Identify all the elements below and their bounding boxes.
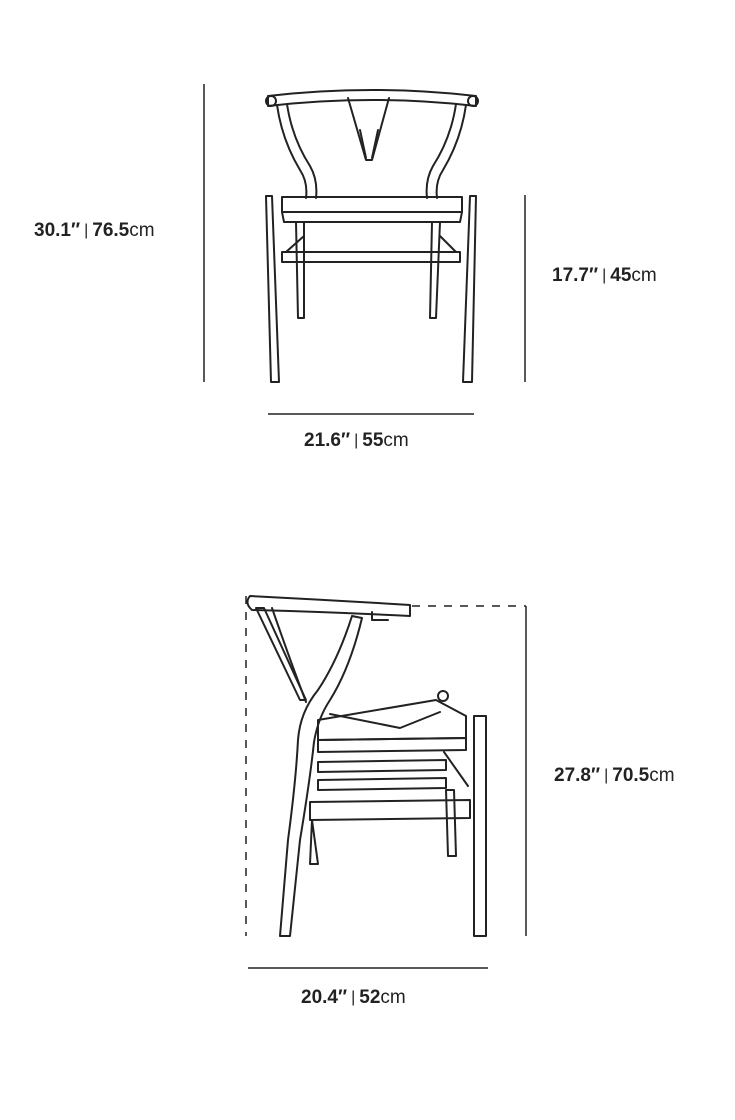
front-seat (282, 197, 462, 212)
side-front-leg (474, 716, 486, 936)
side-dimension-lines (246, 596, 526, 968)
side-depth-label: 20.4″ | 52cm (301, 987, 406, 1008)
side-back-post (280, 616, 362, 936)
front-leg-left (266, 196, 279, 382)
side-arm-height-label: 27.8″ | 70.5cm (554, 765, 675, 786)
front-leg-right (463, 196, 476, 382)
front-rail-end-right (468, 96, 478, 106)
front-left-back-post (277, 105, 306, 198)
side-back-leg-inner (446, 790, 456, 856)
side-rail-3 (318, 778, 446, 790)
front-height-label: 30.1″ | 76.5cm (34, 220, 155, 241)
side-rail-1 (318, 738, 466, 752)
front-seat-height-label: 17.7″ | 45cm (552, 265, 657, 286)
front-view-chair (266, 90, 478, 382)
front-stretcher (282, 252, 460, 262)
front-dimension-lines (204, 84, 525, 414)
back-leg-left (296, 222, 304, 318)
side-rail-2 (318, 760, 446, 772)
side-view-chair (247, 596, 486, 936)
front-right-back-post (437, 105, 466, 198)
front-width-label: 21.6″ | 55cm (304, 430, 409, 451)
side-seat-top (318, 700, 466, 740)
front-y-splat (348, 98, 389, 160)
back-leg-right (430, 222, 440, 318)
front-rail-end-left (266, 96, 276, 106)
front-top-rail (268, 90, 476, 106)
side-top-rail (247, 596, 410, 616)
side-back-splat (256, 608, 306, 700)
side-stretcher (310, 800, 470, 820)
